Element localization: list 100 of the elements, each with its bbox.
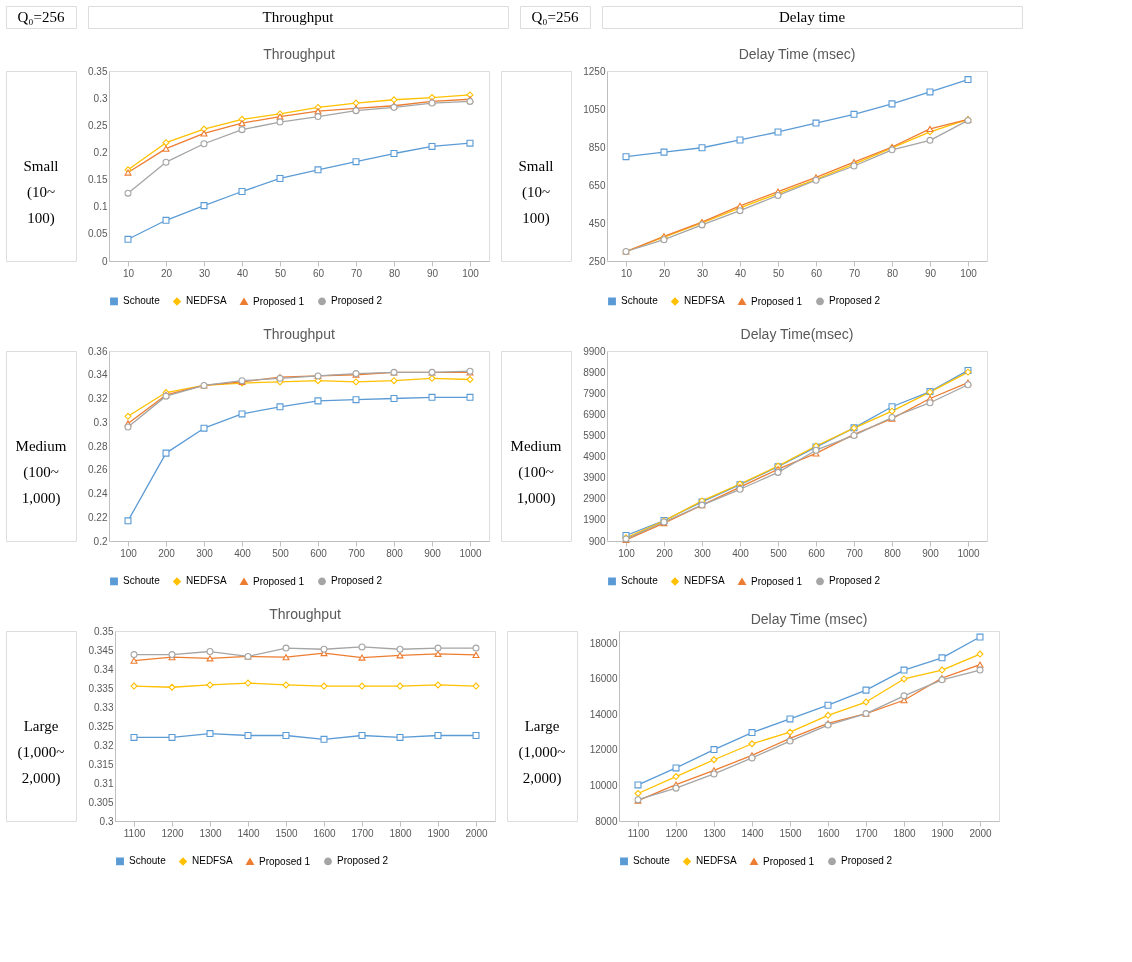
- y-tick-label: 0.22: [88, 511, 108, 523]
- text: Medium (100~ 1,000): [510, 438, 562, 507]
- y-tick-label: 0.34: [94, 663, 114, 675]
- y-tick-label: 16000: [589, 673, 618, 685]
- y-tick-label: 8900: [583, 366, 606, 378]
- x-tick-label: 600: [310, 547, 328, 559]
- x-tick-label: 1300: [703, 827, 727, 839]
- text: Q₀=256: [17, 9, 66, 25]
- x-tick-label: 1500: [779, 827, 803, 839]
- x-tick-label: 1700: [351, 827, 375, 839]
- x-tick-label: 50: [274, 267, 287, 279]
- y-tick-label: 8000: [595, 815, 618, 827]
- legend-label: NEDFSA: [684, 575, 725, 587]
- legend-label: NEDFSA: [192, 855, 233, 867]
- y-tick-label: 0.345: [88, 644, 114, 656]
- x-tick-label: 10: [620, 267, 633, 279]
- y-tick-label: 12000: [589, 744, 618, 756]
- x-tick-label: 300: [694, 547, 712, 559]
- y-tick-label: 4900: [583, 451, 606, 463]
- x-tick-label: 1100: [123, 827, 146, 839]
- legend-label: Proposed 1: [259, 855, 311, 867]
- legend-label: NEDFSA: [186, 295, 227, 307]
- y-tick-label: 2900: [583, 493, 606, 505]
- x-tick-label: 2000: [969, 827, 993, 839]
- text: Throughput: [262, 9, 335, 25]
- y-tick-label: 3900: [583, 472, 606, 484]
- x-tick-label: 20: [160, 267, 173, 279]
- x-tick-label: 100: [120, 547, 138, 559]
- x-tick-label: 60: [312, 267, 325, 279]
- x-tick-label: 500: [272, 547, 290, 559]
- x-tick-label: 900: [922, 547, 940, 559]
- y-tick-label: 0.24: [88, 488, 108, 499]
- legend-label: NEDFSA: [186, 575, 227, 587]
- x-tick-label: 1100: [627, 827, 650, 839]
- x-tick-label: 60: [810, 267, 823, 279]
- x-tick-label: 1400: [237, 827, 261, 839]
- x-tick-label: 80: [886, 267, 899, 279]
- x-tick-label: 70: [848, 267, 861, 279]
- x-tick-label: 1600: [313, 827, 337, 839]
- x-tick-label: 1000: [459, 547, 483, 559]
- text: Q₀=256: [531, 9, 580, 25]
- x-tick-label: 800: [386, 547, 404, 559]
- x-tick-label: 2000: [465, 827, 489, 839]
- y-tick-label: 0.2: [93, 535, 108, 547]
- legend-label: NEDFSA: [696, 855, 737, 867]
- chart-title: Delay Time(msec): [740, 326, 854, 342]
- chart-title: Throughput: [263, 326, 335, 342]
- x-tick-label: 1200: [665, 827, 689, 839]
- y-tick-label: 0.26: [88, 464, 108, 476]
- text: Large (1,000~ 2,000): [518, 718, 566, 787]
- legend-label: Proposed 2: [829, 575, 881, 587]
- x-tick-label: 400: [234, 547, 252, 559]
- x-tick-label: 600: [808, 547, 826, 559]
- x-tick-label: 100: [618, 547, 636, 559]
- x-tick-label: 1400: [741, 827, 765, 839]
- x-tick-label: 200: [656, 547, 674, 559]
- legend-label: Proposed 1: [751, 575, 803, 587]
- y-tick-label: 0.35: [88, 65, 108, 77]
- legend-label: Schoute: [129, 855, 167, 867]
- y-tick-label: 1050: [583, 103, 606, 115]
- x-tick-label: 1700: [855, 827, 879, 839]
- y-tick-label: 0.33: [94, 701, 114, 713]
- y-tick-label: 18000: [589, 637, 618, 649]
- x-tick-label: 1500: [275, 827, 299, 839]
- x-tick-label: 1000: [957, 547, 981, 559]
- x-tick-label: 30: [696, 267, 709, 279]
- x-tick-label: 500: [770, 547, 788, 559]
- legend-label: Proposed 1: [253, 575, 305, 587]
- legend-label: Proposed 2: [331, 575, 383, 587]
- y-tick-label: 0.34: [88, 369, 108, 381]
- y-tick-label: 0.305: [88, 796, 114, 808]
- x-tick-label: 700: [846, 547, 864, 559]
- y-tick-label: 0.32: [94, 739, 114, 751]
- x-tick-label: 300: [196, 547, 214, 559]
- y-tick-label: 900: [588, 535, 606, 547]
- y-tick-label: 0.35: [94, 625, 114, 637]
- text: Large (1,000~ 2,000): [17, 718, 65, 787]
- legend-label: Proposed 1: [751, 295, 803, 307]
- y-tick-label: 10000: [589, 779, 618, 791]
- chart-title: Throughput: [269, 606, 341, 622]
- y-tick-label: 0.25: [88, 119, 108, 131]
- y-tick-label: 450: [588, 217, 606, 229]
- x-tick-label: 200: [158, 547, 176, 559]
- y-tick-label: 850: [588, 141, 606, 153]
- legend-label: Proposed 2: [337, 855, 389, 867]
- text: Delay time: [778, 9, 846, 25]
- chart-title: Delay Time (msec): [738, 46, 856, 62]
- legend-label: Proposed 2: [841, 855, 893, 867]
- y-tick-label: 0.3: [93, 416, 108, 428]
- y-tick-label: 250: [588, 255, 606, 267]
- y-tick-label: 1250: [583, 65, 606, 77]
- legend-label: Proposed 1: [253, 295, 305, 307]
- y-tick-label: 14000: [589, 708, 618, 720]
- y-tick-label: 5900: [583, 429, 606, 441]
- text: Small (10~ 100): [518, 158, 554, 227]
- y-tick-label: 0.15: [88, 174, 108, 186]
- x-tick-label: 70: [350, 267, 363, 279]
- x-tick-label: 100: [462, 267, 480, 279]
- text: Small (10~ 100): [23, 158, 59, 227]
- x-tick-label: 80: [388, 267, 401, 279]
